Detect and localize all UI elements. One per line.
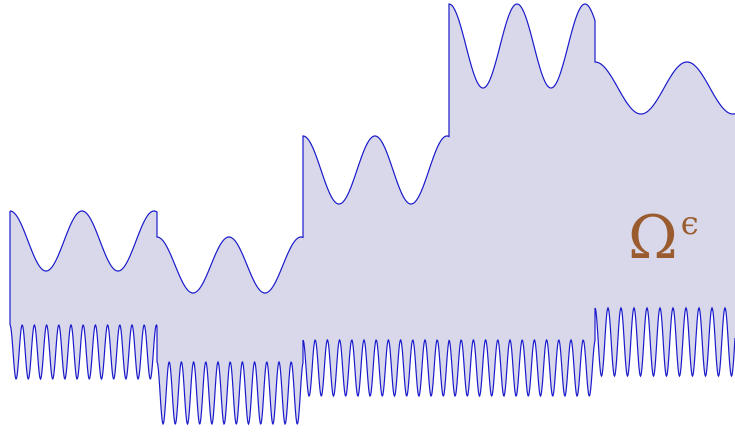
top-boundary-curve [9, 3, 735, 294]
domain-region [10, 4, 735, 424]
omega-symbol: Ω [628, 203, 678, 273]
domain-label-omega-epsilon: Ωϵ [628, 203, 699, 273]
epsilon-superscript: ϵ [681, 204, 699, 242]
bottom-boundary-curve [9, 306, 735, 426]
